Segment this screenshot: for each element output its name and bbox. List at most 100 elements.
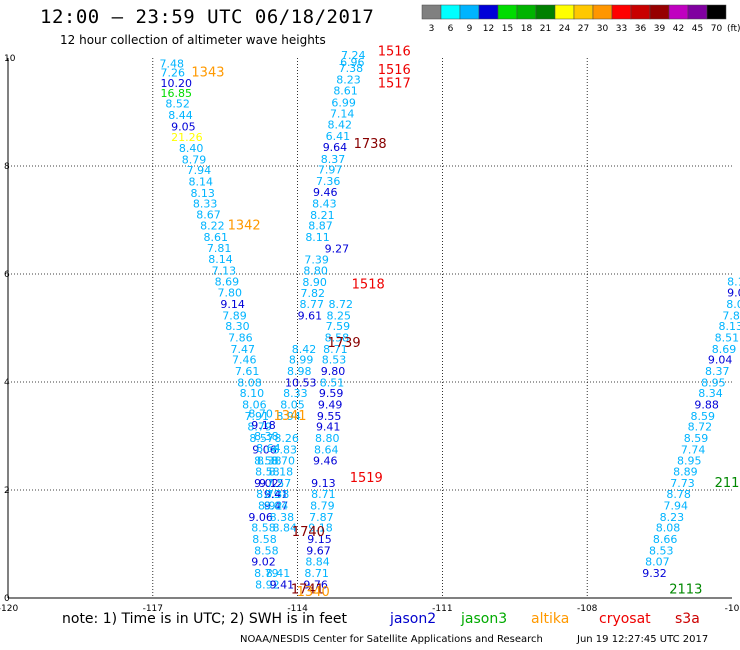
- wave-height-value: 8.52: [165, 98, 190, 111]
- wave-height-value: 16.85: [161, 87, 193, 100]
- wave-height-value: 8.42: [328, 119, 353, 132]
- wave-height-value: 8.23: [336, 73, 361, 86]
- pass-time-label: 1517: [378, 77, 411, 92]
- wave-height-value: 8.79: [256, 488, 281, 501]
- wave-height-value: 9.02: [251, 556, 276, 569]
- pass-time-label: 1516: [378, 44, 411, 59]
- scale-label: 39: [654, 24, 666, 34]
- wave-height-value: 8.41: [266, 567, 291, 580]
- lat-tick-label: 6: [4, 270, 10, 280]
- track-center-descending: 8.728.257.598.588.718.539.808.519.599.49…: [303, 298, 353, 591]
- track-center-ascending: 7.246.967.388.238.616.997.148.426.419.64…: [264, 49, 366, 512]
- legend-mission-s3a: s3a: [675, 611, 700, 627]
- wave-height-value: 9.88: [694, 398, 719, 411]
- wave-height-value: 8.79: [182, 153, 207, 166]
- wave-height-value: 8.84: [305, 556, 330, 569]
- lat-tick-label: 10: [4, 54, 16, 64]
- wave-height-value: 8.64: [256, 442, 281, 455]
- track-west-descending: 7.487.2610.2016.858.528.449.0521.268.408…: [160, 58, 283, 513]
- pass-time-label: 1340: [297, 585, 330, 600]
- wave-height-value: 8.26: [274, 432, 299, 445]
- wave-height-value: 9.06: [252, 443, 277, 456]
- wave-height-value: 10.53: [285, 376, 317, 389]
- wave-height-value: 8.95: [701, 376, 726, 389]
- wave-height-value: 9.59: [319, 387, 344, 400]
- wave-height-value: 8.70: [248, 408, 272, 421]
- wave-height-value: 8.59: [684, 432, 709, 445]
- wave-height-value: 9.14: [220, 298, 245, 311]
- wave-height-value: 8.66: [653, 533, 678, 546]
- scale-label: 3: [429, 24, 435, 34]
- wave-height-value: 8.07: [645, 556, 670, 569]
- color-scale-legend: 3 6 9 12 15 18 21 24 27 30 33 36 39 42 45 70 (ft): [421, 4, 740, 34]
- wave-height-value: 8.70: [271, 455, 296, 468]
- wave-height-value: 9.49: [318, 398, 343, 411]
- scale-label: 18: [521, 24, 533, 34]
- scale-label: 30: [597, 24, 609, 34]
- lat-tick-label: 0: [4, 594, 10, 604]
- wave-height-value: 7.26: [161, 66, 186, 79]
- wave-height-value: 7.39: [304, 254, 329, 267]
- wave-height-value: 8.80: [315, 432, 340, 445]
- page-subtitle: 12 hour collection of altimeter wave hei…: [60, 33, 326, 47]
- legend-mission-jason2: jason2: [390, 611, 437, 627]
- wave-height-value: 8.40: [179, 142, 204, 155]
- lon-tick-label: -111: [432, 604, 452, 614]
- wave-height-value: 9.13: [311, 477, 336, 490]
- wave-height-value: 9.27: [325, 242, 350, 255]
- wave-height-value: 8.57: [249, 432, 273, 445]
- wave-height-value: 8.38: [270, 511, 295, 524]
- wave-height-value: 9.05: [171, 120, 196, 133]
- scale-label: 21: [540, 24, 551, 34]
- legend-mission-altika: altika: [531, 611, 570, 627]
- lon-tick-label: -117: [143, 604, 163, 614]
- wave-height-value: 9.46: [313, 455, 338, 468]
- wave-height-value: 8.1: [727, 275, 740, 288]
- pass-time-label: 1518: [352, 278, 385, 293]
- wave-height-value: 8.38: [257, 455, 282, 468]
- wave-height-value: 7.94: [663, 499, 688, 512]
- wave-height-value: 8.51: [715, 332, 740, 345]
- wave-height-value: 7.91: [245, 410, 269, 423]
- wave-height-value: 8.08: [656, 522, 681, 535]
- wave-height-value: 8.69: [215, 275, 240, 288]
- wave-height-value: 8.58: [251, 522, 276, 535]
- wave-height-value: 9.41: [316, 421, 341, 434]
- wave-height-value: 6.96: [340, 56, 365, 69]
- wave-height-value: 8.71: [304, 567, 329, 580]
- wave-height-tracks: 7.487.2610.2016.858.528.449.0521.268.408…: [160, 49, 740, 591]
- legend-note: note: 1) Time is in UTC; 2) SWH is in fe…: [62, 611, 348, 627]
- wave-height-value: 8.14: [208, 253, 233, 266]
- wave-height-value: 21.26: [171, 131, 203, 144]
- wave-height-value: 8.22: [200, 220, 225, 233]
- pass-time-label: 1741: [291, 583, 324, 598]
- wave-height-value: 7.36: [316, 175, 341, 188]
- wave-height-value: 8.42: [292, 343, 317, 356]
- wave-height-value: 8.87: [308, 220, 333, 233]
- wave-height-value: 7.74: [681, 443, 706, 456]
- wave-height-value: 8.90: [302, 276, 327, 289]
- wave-height-value: 8.10: [240, 387, 265, 400]
- scale-label: 12: [483, 24, 494, 34]
- lon-tick-label: -114: [287, 604, 308, 614]
- wave-height-value: 7.81: [207, 242, 232, 255]
- wave-height-value: 8.79: [247, 421, 271, 434]
- wave-height-value: 9.80: [321, 365, 346, 378]
- wave-height-value: 7.80: [217, 287, 242, 300]
- wave-height-value: 8.08: [237, 376, 262, 389]
- track-southwest-bottom: 9.068.588.588.589.028.798.928.419.418.84…: [248, 511, 297, 592]
- wave-height-value: 9.06: [248, 511, 272, 524]
- footer-credit: NOAA/NESDIS Center for Satellite Applica…: [240, 634, 543, 645]
- wave-height-value: 7.46: [232, 354, 257, 367]
- wave-height-value: 6.41: [326, 130, 351, 143]
- pass-time-label: 1343: [191, 65, 224, 80]
- wave-height-value: 8.11: [305, 231, 330, 244]
- grid-layer: [7, 58, 732, 599]
- wave-height-value: 8.13: [190, 187, 215, 200]
- scale-label: 36: [635, 24, 647, 34]
- track-west-overlay: 8.709.188.388.648.389.129.419.47: [248, 408, 288, 513]
- pass-time-label: 1519: [350, 471, 383, 486]
- wave-height-value: 7.73: [670, 477, 695, 490]
- axis-labels: -120 -117 -114 -111 -108 -10 0 2 4 6 8 10: [0, 54, 740, 614]
